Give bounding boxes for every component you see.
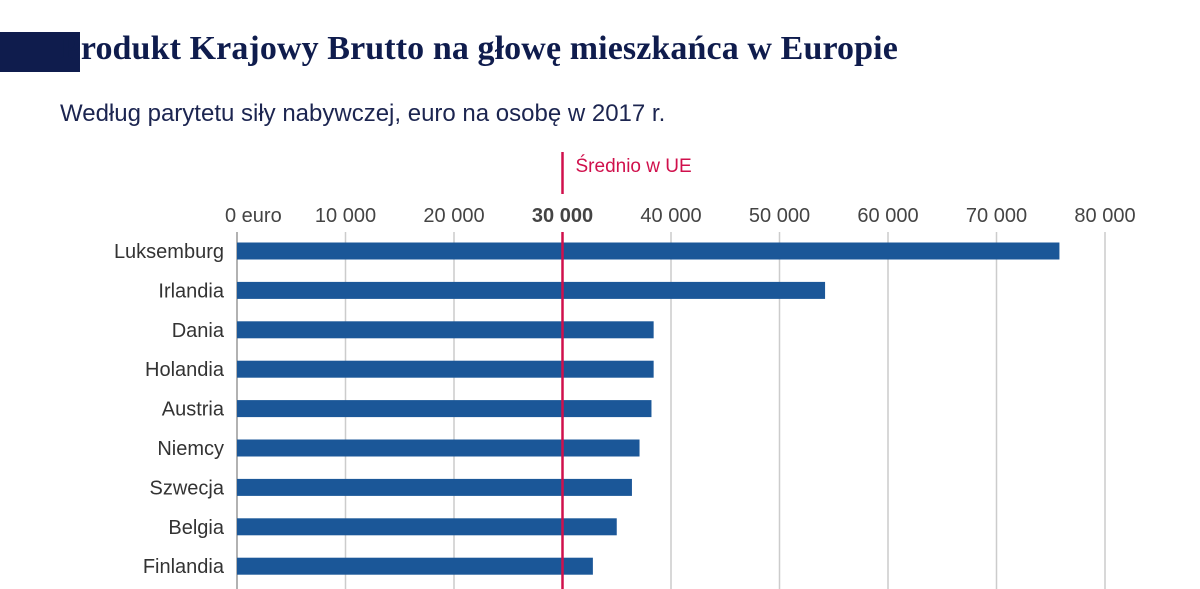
category-label: Irlandia <box>158 280 224 302</box>
x-tick-label: 40 000 <box>640 205 701 227</box>
category-label: Belgia <box>168 517 224 539</box>
bar <box>237 400 652 418</box>
bar <box>237 518 617 536</box>
bar <box>237 478 632 496</box>
x-tick-label: 10 000 <box>315 205 376 227</box>
x-tick-label: 30 000 <box>532 205 593 227</box>
category-label: Szwecja <box>150 477 225 499</box>
bar <box>237 281 826 299</box>
reference-line-label: Średnio w UE <box>576 155 692 177</box>
x-tick-label: 60 000 <box>857 205 918 227</box>
category-label: Luksemburg <box>114 241 224 263</box>
title-accent-bar <box>0 32 80 72</box>
category-label: Dania <box>172 320 225 342</box>
bar <box>237 360 654 378</box>
bar <box>237 439 640 457</box>
category-label: Finlandia <box>143 556 225 578</box>
x-tick-label: 0 euro <box>225 205 282 227</box>
bar <box>237 321 654 339</box>
x-tick-label: 80 000 <box>1074 205 1135 227</box>
x-tick-label: 50 000 <box>749 205 810 227</box>
category-label: Niemcy <box>157 438 224 460</box>
chart-title: Produkt Krajowy Brutto na głowę mieszkań… <box>60 30 898 67</box>
category-label: Austria <box>162 399 225 421</box>
x-tick-label: 20 000 <box>423 205 484 227</box>
bar <box>237 557 593 575</box>
x-tick-label: 70 000 <box>966 205 1027 227</box>
chart-subtitle: Według parytetu siły nabywczej, euro na … <box>60 100 666 127</box>
bar <box>237 242 1060 260</box>
category-label: Holandia <box>145 359 225 381</box>
